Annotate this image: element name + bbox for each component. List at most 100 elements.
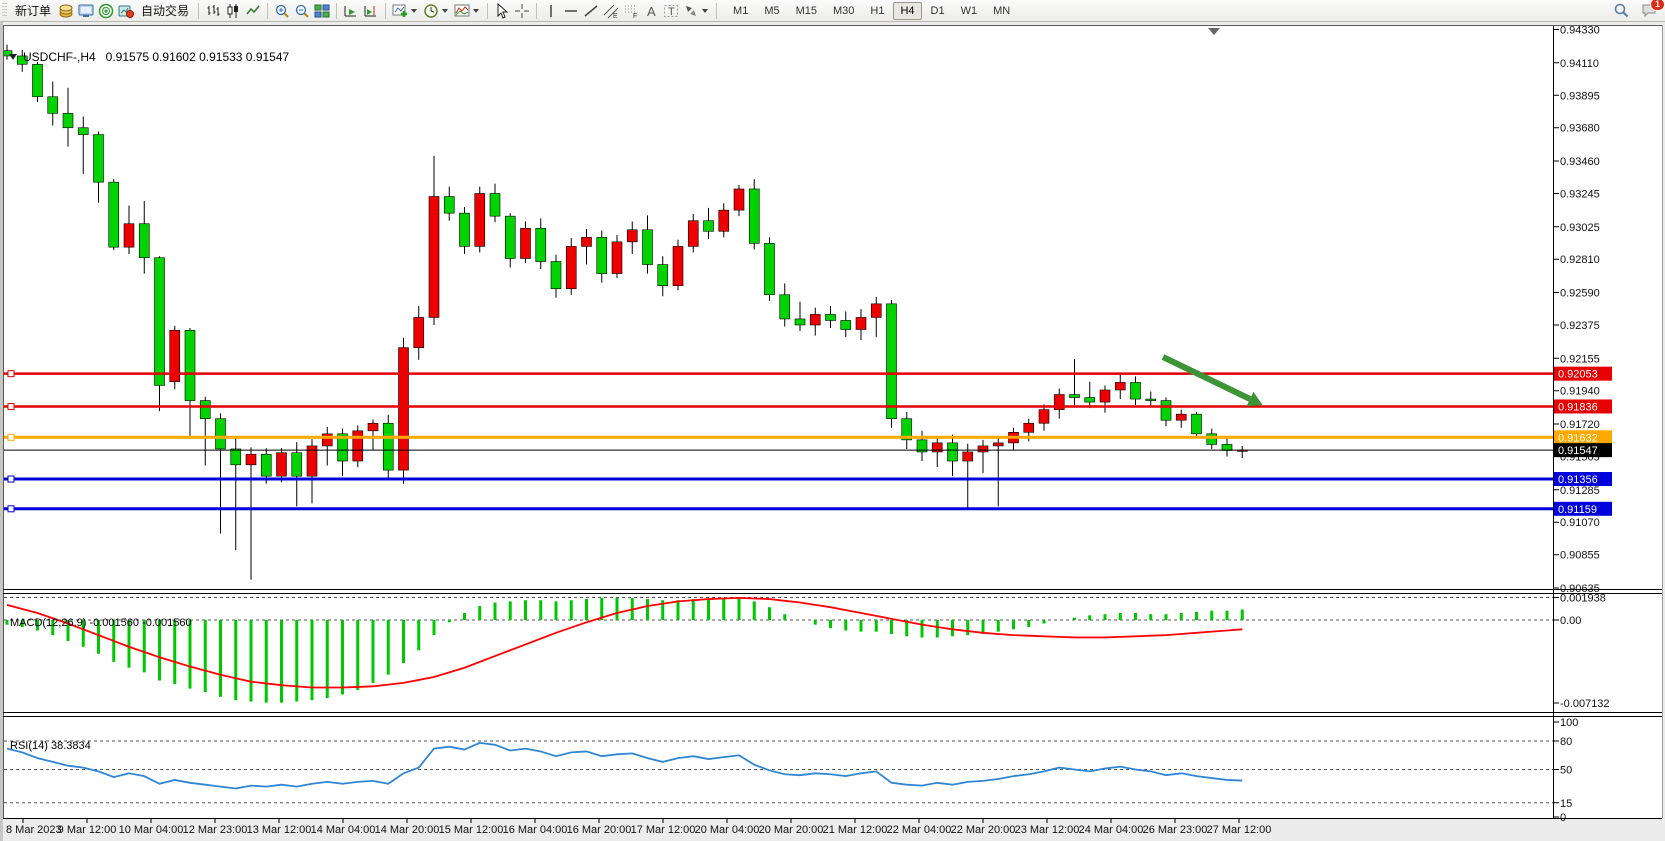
candle (1114, 374, 1126, 400)
macd-axis-label: 0.00 (1560, 615, 1581, 627)
svg-text:A: A (647, 4, 656, 19)
news-icon[interactable] (96, 2, 116, 20)
candle-body (138, 223, 150, 259)
auto-scroll-icon[interactable] (341, 2, 361, 20)
candle-body (748, 188, 760, 244)
timeframe-button-H4[interactable]: H4 (893, 1, 922, 20)
vertical-line-tool-icon[interactable] (541, 2, 561, 20)
chart-canvas[interactable]: 0.94330 0.94110 0.93895 0.93680 0.93460 0.932… (0, 22, 1665, 841)
chart-shift-marker[interactable] (1208, 28, 1220, 35)
candle (596, 230, 608, 283)
candle (1145, 391, 1157, 407)
price-axis-label: 0.92590 (1560, 288, 1600, 300)
chart-title: USDCHF-,H4 0.91575 0.91602 0.91533 0.915… (9, 50, 289, 64)
timeframe-button-MN[interactable]: MN (993, 4, 1011, 17)
line-drag-handle[interactable] (7, 433, 15, 441)
indicators-icon[interactable] (390, 2, 410, 20)
candlestick-mode-icon[interactable] (223, 2, 243, 20)
price-axis-label: 0.92155 (1560, 353, 1600, 365)
candle-body (962, 451, 974, 462)
zoom-in-icon[interactable] (272, 2, 292, 20)
fibonacci-tool-icon[interactable]: F (621, 2, 641, 20)
chart-shift-icon[interactable] (361, 2, 381, 20)
arrows-tool-icon[interactable] (681, 2, 701, 20)
price-label-text: 0.92053 (1558, 369, 1598, 381)
timeframe-button-M15[interactable]: M15 (795, 4, 817, 17)
candle-body (62, 113, 74, 129)
periods-dropdown-caret[interactable] (442, 8, 449, 13)
trendline-tool-icon[interactable] (581, 2, 601, 20)
candle-body (1191, 413, 1202, 435)
search-icon[interactable] (1611, 2, 1631, 20)
candle (443, 186, 455, 221)
candle-body (169, 329, 181, 382)
equidistant-channel-tool-icon[interactable]: E (601, 2, 621, 20)
line-chart-mode-icon[interactable] (243, 2, 263, 20)
crosshair-tool-icon[interactable] (512, 2, 532, 20)
timeframe-button-H1[interactable]: H1 (870, 4, 885, 17)
price-axis-label: 0.93895 (1560, 90, 1600, 102)
timeframe-button-M30[interactable]: M30 (833, 4, 855, 17)
cursor-tool-icon[interactable] (492, 2, 512, 20)
macd-indicator-label: MACD(12,26,9) -0.001560 -0.001560 (10, 617, 192, 629)
candle-body (47, 96, 59, 114)
timeframe-toolbar: M1 M5 M15 M30 H1 H4 D1 W1 MN (725, 1, 1018, 20)
time-axis-label: 26 Mar 23:00 (1143, 824, 1208, 836)
rsi-axis-label: 0 (1560, 812, 1566, 824)
profiles-icon[interactable] (56, 2, 76, 20)
templates-icon[interactable] (452, 2, 472, 20)
candle (1069, 359, 1080, 406)
candle (428, 155, 440, 325)
price-label-box (1554, 443, 1612, 458)
toolbar-right-group: 1 (1611, 0, 1665, 21)
text-label-tool-icon[interactable]: T (661, 2, 681, 20)
autotrading-button[interactable]: 自动交易 (141, 4, 190, 18)
candle (504, 213, 516, 268)
new-order-button[interactable]: 新订单 (15, 4, 52, 18)
one-click-trading-expander-icon[interactable] (9, 54, 17, 60)
candle-body (977, 445, 989, 453)
candle (870, 297, 882, 338)
line-drag-handle[interactable] (7, 370, 15, 378)
horizontal-line-tool-icon[interactable] (561, 2, 581, 20)
timeframe-button-M1[interactable]: M1 (733, 4, 749, 17)
candle-body (901, 418, 913, 441)
candle (1191, 411, 1202, 439)
tile-windows-icon[interactable] (312, 2, 332, 20)
candle (230, 436, 242, 551)
svg-text:T: T (668, 6, 675, 18)
candle-body (77, 127, 89, 135)
price-label-box (1554, 399, 1612, 414)
trend-arrow-annotation[interactable] (1161, 354, 1263, 407)
indicators-dropdown-caret[interactable] (411, 8, 418, 13)
candle-body (337, 433, 348, 462)
macd-axis-label: 0.001938 (1560, 592, 1606, 604)
autotrading-icon[interactable] (116, 2, 136, 20)
bar-chart-mode-icon[interactable] (203, 2, 223, 20)
periods-icon[interactable] (421, 2, 441, 20)
candle (809, 307, 821, 336)
timeframe-button-W1[interactable]: W1 (960, 4, 978, 17)
toolbar-grip[interactable] (2, 3, 7, 18)
price-axis-label: 0.90635 (1560, 583, 1600, 595)
candle (367, 419, 379, 451)
notifications-icon[interactable]: 1 (1639, 0, 1665, 20)
arrows-dropdown-caret[interactable] (702, 8, 709, 13)
templates-dropdown-caret[interactable] (473, 8, 480, 13)
timeframe-button-M5[interactable]: M5 (764, 4, 780, 17)
terminal-icon[interactable] (76, 2, 96, 20)
line-drag-handle[interactable] (7, 475, 15, 483)
chart-symbol-period: USDCHF-,H4 (23, 50, 96, 64)
candle-body (550, 261, 562, 290)
candle (1084, 381, 1096, 409)
candle (520, 221, 531, 264)
zoom-out-icon[interactable] (292, 2, 312, 20)
time-axis-label: 13 Mar 12:00 (247, 824, 312, 836)
level-price-axis-label: 0.91356 (1554, 472, 1612, 487)
line-drag-handle[interactable] (7, 402, 15, 410)
timeframe-button-D1[interactable]: D1 (930, 4, 945, 17)
line-drag-handle[interactable] (7, 505, 15, 513)
notification-badge: 1 (1650, 0, 1665, 11)
candle-body (596, 237, 608, 274)
text-tool-icon[interactable]: A (641, 2, 661, 20)
